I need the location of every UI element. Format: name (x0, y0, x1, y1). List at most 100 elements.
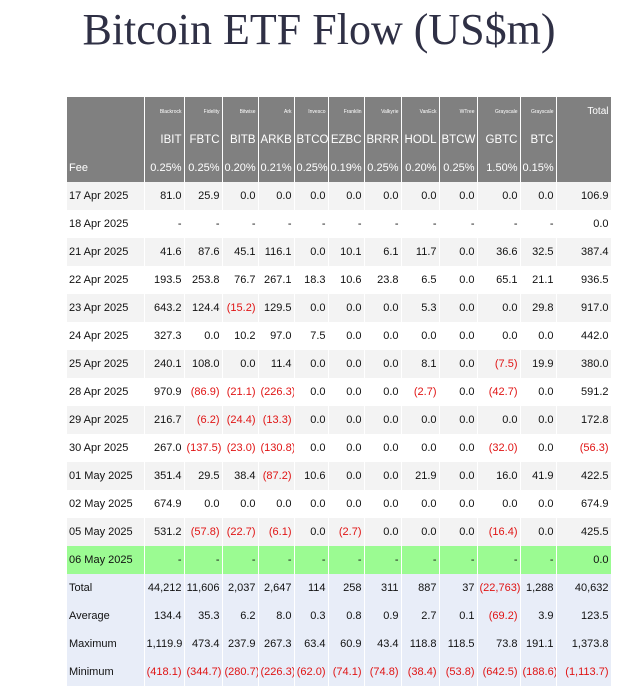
fee-cell: 0.25% (294, 154, 329, 182)
flow-cell: 0.0 (364, 462, 402, 490)
flow-cell: 38.4 (222, 462, 259, 490)
stat-cell: (642.5) (477, 658, 521, 686)
stat-cell: 11,606 (184, 574, 223, 602)
stat-cell: 60.9 (328, 630, 365, 658)
header-corner (67, 97, 145, 126)
stat-total-cell: 1,373.8 (556, 630, 612, 658)
flow-cell: 124.4 (184, 294, 223, 322)
fee-cell: 0.25% (144, 154, 185, 182)
flow-cell: - (477, 546, 521, 574)
stat-label: Maximum (67, 630, 145, 658)
flow-cell: - (520, 546, 557, 574)
ticker-header: BTCW (439, 126, 478, 154)
flow-cell: 0.0 (439, 182, 478, 210)
total-cell: 442.0 (556, 322, 612, 350)
stat-label: Minimum (67, 658, 145, 686)
table-row: 05 May 2025 531.2 (57.8) (22.7) (6.1) 0.0 (2.7… (67, 518, 612, 546)
flow-cell: 0.0 (294, 490, 329, 518)
flow-cell: 41.9 (520, 462, 557, 490)
flow-cell: 19.9 (520, 350, 557, 378)
table-row: 29 Apr 2025 216.7 (6.2) (24.4) (13.3) 0.0 0.0 0… (67, 406, 612, 434)
table-row: 01 May 2025 351.4 29.5 38.4 (87.2) 10.6 0.0 0.0… (67, 462, 612, 490)
table-row: 30 Apr 2025 267.0 (137.5) (23.0) (130.8) 0.0 0… (67, 434, 612, 462)
flow-cell: 25.9 (184, 182, 223, 210)
flow-cell: 0.0 (328, 182, 365, 210)
flow-cell: 0.0 (520, 490, 557, 518)
flow-cell: - (520, 210, 557, 238)
total-cell: 380.0 (556, 350, 612, 378)
stat-total-cell: (1,113.7) (556, 658, 612, 686)
flow-cell: - (184, 546, 223, 574)
issuer-header: Franklin (328, 97, 365, 126)
ticker-header: EZBC (328, 126, 365, 154)
table-row: 22 Apr 2025 193.5 253.8 76.7 267.1 18.3 10.6 23… (67, 266, 612, 294)
flow-cell: (130.8) (258, 434, 295, 462)
flow-cell: 0.0 (328, 462, 365, 490)
stat-label: Total (67, 574, 145, 602)
issuer-header: WTree (439, 97, 478, 126)
flow-cell: 351.4 (144, 462, 185, 490)
flow-cell: 0.0 (477, 490, 521, 518)
flow-cell: - (439, 546, 478, 574)
stat-cell: (74.1) (328, 658, 365, 686)
table-row: 17 Apr 2025 81.0 25.9 0.0 0.0 0.0 0.0 0.0 0.0 0.0… (67, 182, 612, 210)
total-cell: 422.5 (556, 462, 612, 490)
stats-row: Maximum 1,119.9 473.4 237.9 267.3 63.4 60.9 43.… (67, 630, 612, 658)
stat-cell: (188.6) (520, 658, 557, 686)
stat-cell: 63.4 (294, 630, 329, 658)
ticker-total-blank (556, 126, 612, 154)
flow-cell: - (364, 546, 402, 574)
flow-cell: 81.0 (144, 182, 185, 210)
flow-cell: 6.1 (364, 238, 402, 266)
ticker-header-row: IBIT FBTC BITB ARKB BTCO EZBC BRRR HODL … (67, 126, 612, 154)
flow-cell: (6.1) (258, 518, 295, 546)
flow-cell: (226.3) (258, 378, 295, 406)
stat-cell: (418.1) (144, 658, 185, 686)
flow-cell: (23.0) (222, 434, 259, 462)
stat-cell: 118.5 (439, 630, 478, 658)
flow-cell: (24.4) (222, 406, 259, 434)
stat-total-cell: 123.5 (556, 602, 612, 630)
ticker-header: HODL (401, 126, 440, 154)
flow-cell: 0.0 (328, 294, 365, 322)
flow-cell: 0.0 (258, 490, 295, 518)
total-cell: 591.2 (556, 378, 612, 406)
stat-cell: 44,212 (144, 574, 185, 602)
flow-cell: - (294, 546, 329, 574)
stat-cell: 73.8 (477, 630, 521, 658)
stat-cell: (38.4) (401, 658, 440, 686)
flow-cell: 0.0 (328, 378, 365, 406)
flow-cell: 36.6 (477, 238, 521, 266)
flow-cell: 0.0 (294, 406, 329, 434)
ticker-header: BTC (520, 126, 557, 154)
stat-cell: 1,119.9 (144, 630, 185, 658)
flow-cell: 11.4 (258, 350, 295, 378)
flow-cell: 253.8 (184, 266, 223, 294)
flow-cell: 0.0 (294, 434, 329, 462)
flow-cell: 29.8 (520, 294, 557, 322)
flow-cell: 45.1 (222, 238, 259, 266)
total-cell: 674.9 (556, 490, 612, 518)
flow-cell: 0.0 (520, 322, 557, 350)
date-cell: 21 Apr 2025 (67, 238, 145, 266)
total-cell: 387.4 (556, 238, 612, 266)
issuer-header: Grayscale (477, 97, 521, 126)
flow-cell: 0.0 (294, 378, 329, 406)
table-row: 25 Apr 2025 240.1 108.0 0.0 11.4 0.0 0.0 0.0 8.1… (67, 350, 612, 378)
date-cell: 22 Apr 2025 (67, 266, 145, 294)
flow-cell: (32.0) (477, 434, 521, 462)
flow-cell: - (328, 210, 365, 238)
flow-cell: 5.3 (401, 294, 440, 322)
fee-cell: 0.25% (364, 154, 402, 182)
date-cell: 29 Apr 2025 (67, 406, 145, 434)
fee-label: Fee (67, 154, 145, 182)
flow-cell: (7.5) (477, 350, 521, 378)
flow-cell: 193.5 (144, 266, 185, 294)
stats-row: Total 44,212 11,606 2,037 2,647 114 258 311 887 3… (67, 574, 612, 602)
flow-cell: (86.9) (184, 378, 223, 406)
issuer-header: Blackrock (144, 97, 185, 126)
flow-cell: 0.0 (258, 182, 295, 210)
stat-cell: 35.3 (184, 602, 223, 630)
total-cell: 172.8 (556, 406, 612, 434)
total-header: Total (556, 97, 612, 126)
